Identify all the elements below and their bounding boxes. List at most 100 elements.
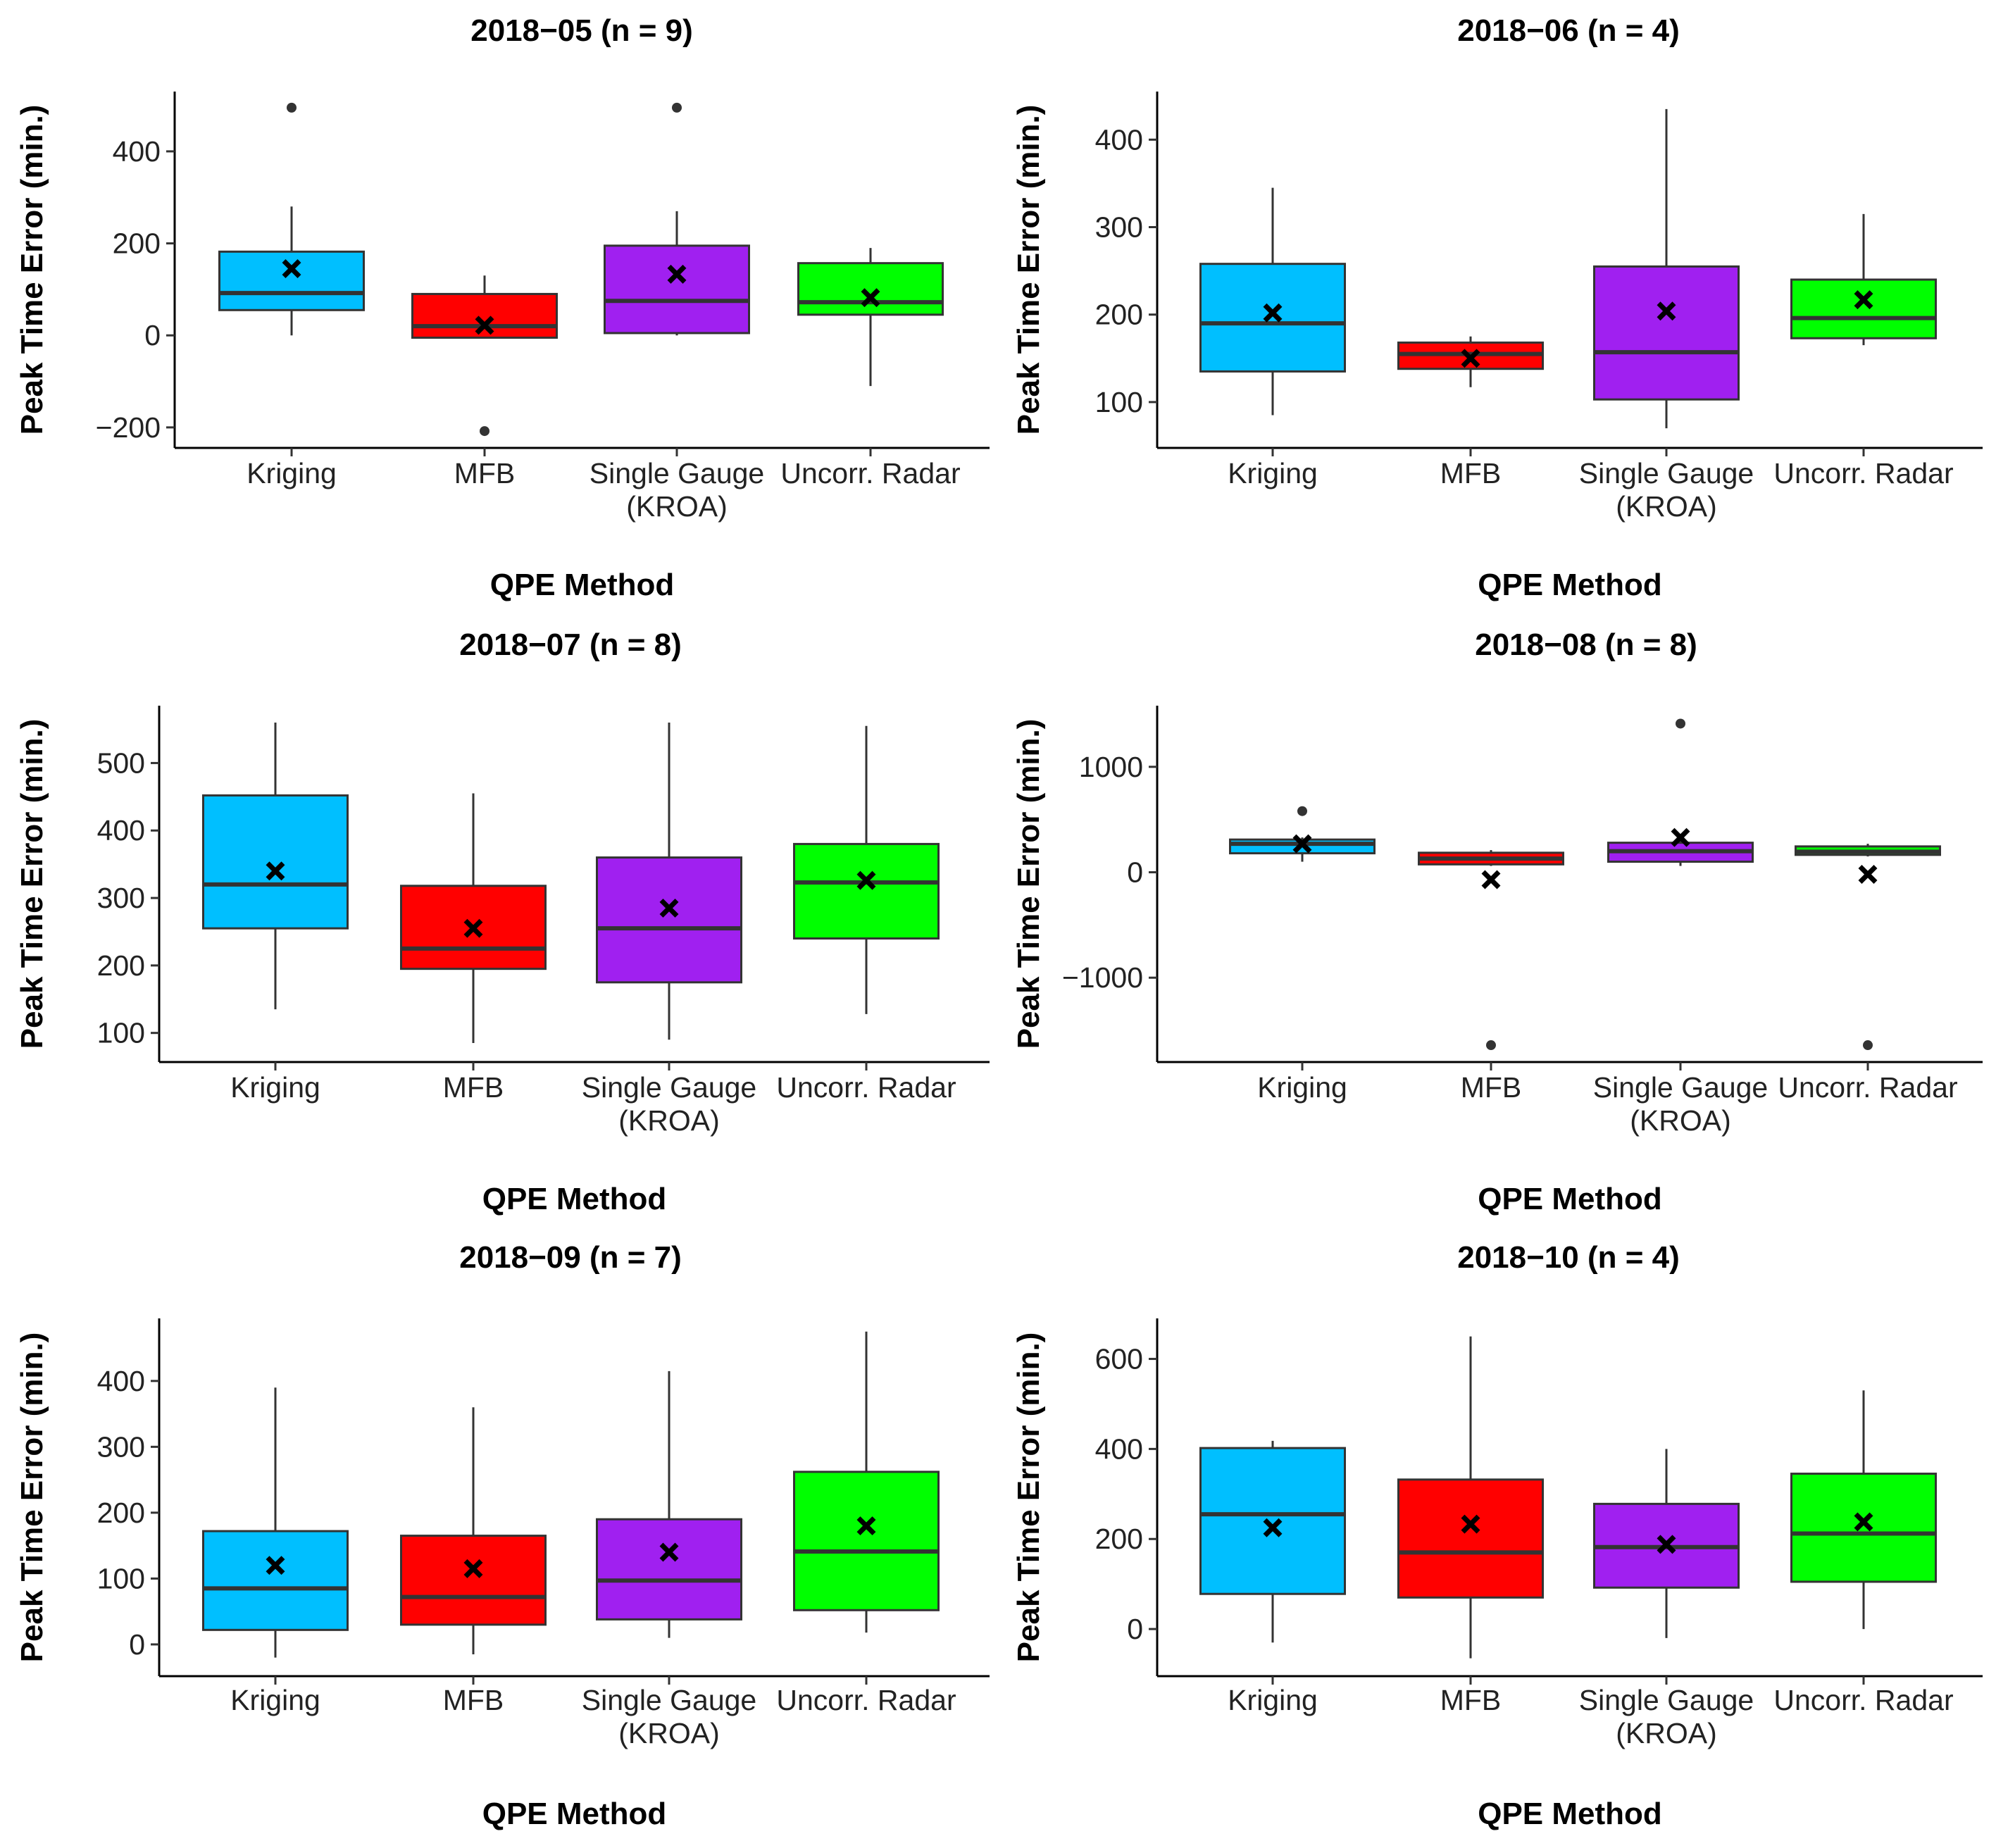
- x-axis-title: QPE Method: [1478, 1797, 1662, 1831]
- mean-stroke-b: [659, 1542, 679, 1562]
- mean-stroke-b: [1263, 1518, 1283, 1537]
- outlier-point: [287, 102, 297, 113]
- x-tick-label: Uncorr. Radar: [776, 1684, 956, 1716]
- y-tick-label: 600: [1095, 1343, 1143, 1375]
- box-iqr: [1790, 278, 1937, 339]
- x-axis-title: QPE Method: [482, 1797, 667, 1831]
- x-tick-label: Uncorr. Radar: [1773, 1684, 1953, 1716]
- panel-3: 2018−07 (n = 8) 100 200 300 400 500 Peak Time …: [15, 628, 990, 1216]
- box-iqr: [797, 262, 944, 316]
- panel-6: 2018−10 (n = 4) 0 200 400 600 Peak Time Error…: [1011, 1240, 1983, 1831]
- box-1: [1418, 850, 1564, 1051]
- mean-marker: [1657, 1535, 1676, 1554]
- y-axis-title: Peak Time Error (min.): [15, 1332, 49, 1663]
- x-axis-title: QPE Method: [490, 568, 675, 602]
- y-tick-label: 100: [1095, 386, 1143, 418]
- panel-title: 2018−09 (n = 7): [459, 1240, 682, 1275]
- mean-marker: [856, 1516, 876, 1536]
- x-tick-label: Uncorr. Radar: [1773, 457, 1953, 489]
- box-0: [1229, 806, 1376, 862]
- panel-title: 2018−10 (n = 4): [1457, 1240, 1680, 1275]
- mean-stroke-b: [1657, 1535, 1676, 1554]
- mean-marker: [861, 288, 880, 308]
- y-tick-label: 0: [144, 319, 161, 351]
- box-iqr: [793, 1471, 940, 1611]
- mean-stroke-b: [1292, 834, 1312, 854]
- x-tick-label: Kriging: [1228, 1684, 1318, 1716]
- box-iqr: [1593, 265, 1740, 401]
- mean-stroke-b: [463, 918, 483, 938]
- panel-1: 2018−05 (n = 9) −200 0 200 400 Peak Time Erro…: [15, 13, 990, 602]
- mean-marker: [659, 898, 679, 918]
- panel-4: 2018−08 (n = 8) −1000 0 1000 Peak Time Error…: [1011, 628, 1983, 1216]
- panel-title: 2018−07 (n = 8): [459, 628, 682, 662]
- outlier-point: [1486, 1040, 1496, 1051]
- mean-stroke-b: [856, 870, 876, 890]
- panel-title: 2018−06 (n = 4): [1457, 13, 1680, 48]
- x-axis-title: QPE Method: [1478, 568, 1662, 602]
- mean-marker: [266, 861, 285, 881]
- y-tick-label: 200: [1095, 299, 1143, 331]
- mean-marker: [463, 918, 483, 938]
- outlier-point: [480, 426, 489, 437]
- box-iqr: [596, 856, 742, 984]
- x-tick-label: Kriging: [230, 1071, 320, 1104]
- box-1: [1397, 336, 1544, 387]
- y-tick-label: 1000: [1079, 751, 1143, 783]
- box-iqr: [1397, 1478, 1544, 1599]
- x-tick-label: Kriging: [247, 457, 337, 489]
- box-2: [596, 722, 742, 1040]
- x-tick-label: Single Gauge (KROA): [590, 457, 764, 523]
- mean-stroke-b: [282, 259, 301, 278]
- mean-marker: [1481, 870, 1501, 889]
- mean-marker: [659, 1542, 679, 1562]
- y-tick-label: 100: [97, 1017, 145, 1049]
- y-tick-label: 500: [97, 747, 145, 779]
- mean-stroke-b: [861, 288, 880, 308]
- box-iqr: [218, 250, 365, 311]
- y-axis-title: Peak Time Error (min.): [15, 105, 49, 435]
- y-tick-label: 400: [1095, 1432, 1143, 1465]
- box-2: [596, 1371, 742, 1638]
- outlier-point: [1676, 718, 1685, 729]
- panel-5: 2018−09 (n = 7) 0 100 200 300 400 Peak Time Er…: [15, 1240, 990, 1831]
- x-tick-label: Single Gauge (KROA): [1579, 1684, 1754, 1749]
- mean-stroke-b: [1461, 349, 1480, 368]
- x-tick-label: Single Gauge (KROA): [1579, 457, 1754, 523]
- y-tick-label: 400: [1095, 123, 1143, 156]
- box-3: [1795, 844, 1941, 1051]
- y-axis-title: Peak Time Error (min.): [1011, 719, 1046, 1049]
- box-iqr: [596, 1518, 742, 1621]
- x-tick-label: MFB: [443, 1071, 504, 1104]
- y-tick-label: 200: [97, 1497, 145, 1529]
- box-2: [1607, 718, 1754, 866]
- y-tick-label: 400: [113, 135, 161, 168]
- box-3: [1790, 1390, 1937, 1630]
- y-tick-label: 100: [97, 1562, 145, 1594]
- mean-marker: [463, 1559, 483, 1578]
- y-tick-label: 200: [97, 949, 145, 982]
- box-0: [1199, 187, 1346, 416]
- mean-marker: [856, 870, 876, 890]
- mean-stroke-b: [463, 1559, 483, 1578]
- mean-stroke-b: [1263, 303, 1283, 323]
- mean-marker: [1858, 865, 1878, 884]
- y-tick-label: −1000: [1062, 961, 1143, 994]
- box-iqr: [604, 244, 750, 335]
- x-tick-label: Uncorr. Radar: [780, 457, 960, 489]
- outlier-point: [1297, 806, 1307, 816]
- mean-stroke-b: [1858, 865, 1878, 884]
- mean-marker: [1263, 303, 1283, 323]
- box-3: [797, 248, 944, 387]
- mean-marker: [1671, 828, 1690, 847]
- mean-stroke-b: [1854, 290, 1873, 310]
- x-tick-label: Uncorr. Radar: [776, 1071, 956, 1104]
- mean-marker: [1854, 1512, 1873, 1532]
- box-1: [1397, 1336, 1544, 1659]
- mean-stroke-b: [475, 316, 494, 335]
- x-tick-label: MFB: [454, 457, 516, 489]
- mean-marker: [667, 264, 687, 284]
- x-tick-label: Single Gauge (KROA): [582, 1071, 756, 1137]
- box-iqr: [202, 794, 349, 930]
